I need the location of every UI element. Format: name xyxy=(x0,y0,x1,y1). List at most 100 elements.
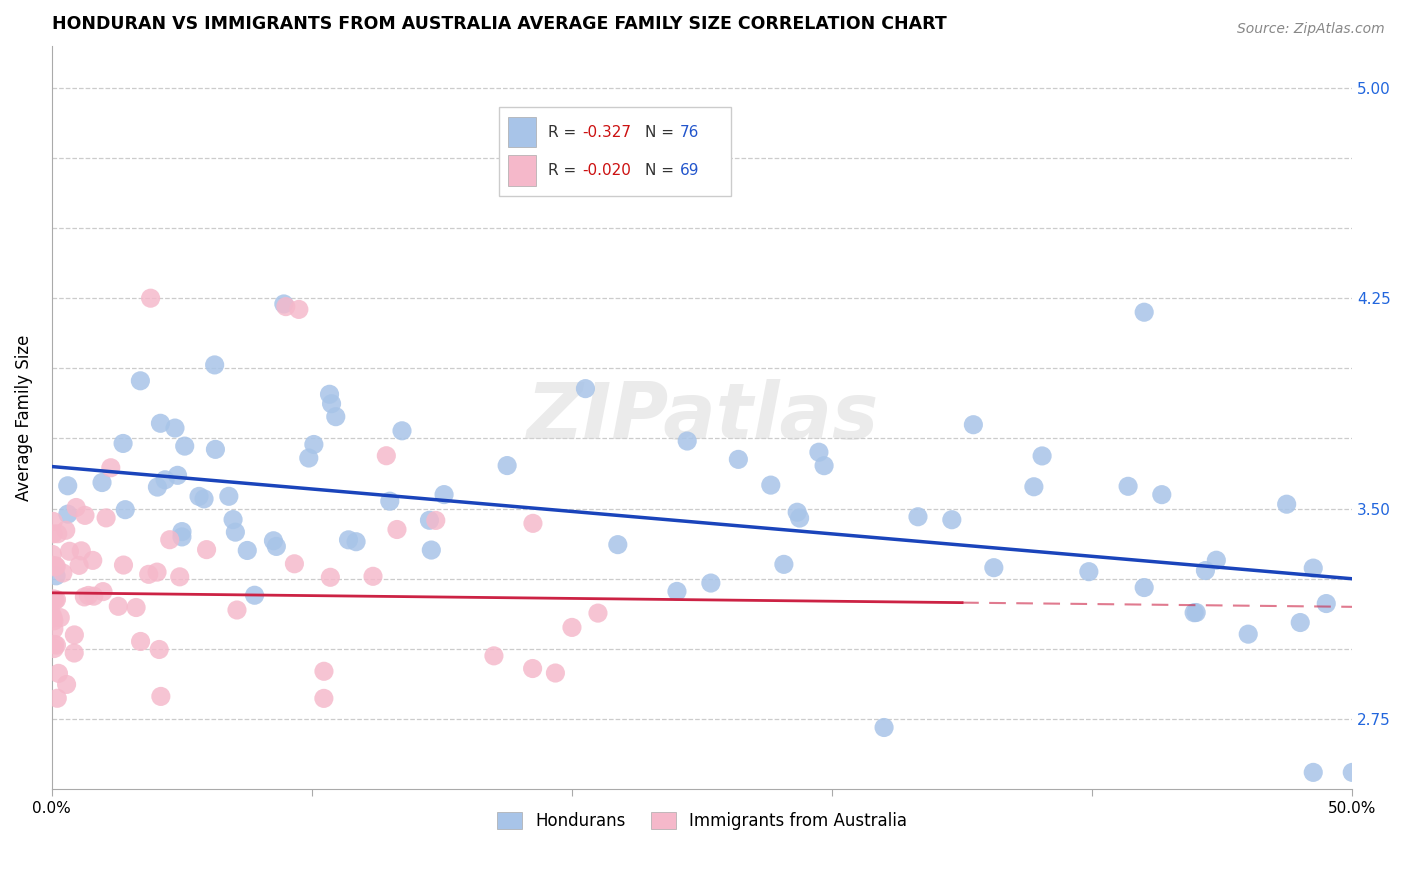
Point xyxy=(125,600,148,615)
Point xyxy=(425,513,447,527)
Point xyxy=(55,677,77,691)
Point xyxy=(73,508,96,523)
Point xyxy=(41,607,63,622)
Point xyxy=(218,489,240,503)
Point xyxy=(91,584,114,599)
Point xyxy=(70,544,93,558)
Point xyxy=(1237,627,1260,641)
Point xyxy=(983,560,1005,574)
Point xyxy=(496,458,519,473)
Point xyxy=(55,523,77,537)
Bar xyxy=(509,117,536,147)
Point xyxy=(1185,606,1208,620)
Point xyxy=(288,302,311,317)
Point xyxy=(46,691,69,706)
Point xyxy=(759,478,782,492)
Text: -0.327: -0.327 xyxy=(582,125,631,139)
Point xyxy=(1315,597,1337,611)
Point xyxy=(1133,581,1156,595)
Point xyxy=(45,638,67,652)
Point xyxy=(188,489,211,503)
Legend: Hondurans, Immigrants from Australia: Hondurans, Immigrants from Australia xyxy=(491,805,914,837)
Text: -0.020: -0.020 xyxy=(582,163,631,178)
Point xyxy=(786,505,808,519)
Point xyxy=(962,417,984,432)
Point xyxy=(107,599,129,614)
Point xyxy=(773,558,796,572)
Point xyxy=(42,515,65,529)
Point xyxy=(1150,488,1173,502)
Point xyxy=(813,458,835,473)
Point xyxy=(42,591,65,606)
Point xyxy=(67,558,90,573)
Point xyxy=(420,543,443,558)
Point xyxy=(173,439,195,453)
Point xyxy=(1289,615,1312,630)
Point xyxy=(236,543,259,558)
Point xyxy=(112,436,135,450)
Point xyxy=(146,565,169,579)
Point xyxy=(1022,480,1045,494)
Point xyxy=(1116,479,1139,493)
Point xyxy=(170,524,193,539)
Point xyxy=(58,544,80,558)
Point xyxy=(204,358,226,372)
Point xyxy=(73,590,96,604)
Text: Source: ZipAtlas.com: Source: ZipAtlas.com xyxy=(1237,22,1385,37)
Point xyxy=(344,534,367,549)
Point xyxy=(77,589,100,603)
Point xyxy=(1194,564,1216,578)
Point xyxy=(727,452,749,467)
Point xyxy=(586,606,609,620)
Point xyxy=(907,509,929,524)
Point xyxy=(44,637,66,651)
Point xyxy=(112,558,135,572)
Text: N =: N = xyxy=(645,125,679,139)
Point xyxy=(700,576,723,591)
Bar xyxy=(509,155,536,186)
Point xyxy=(52,566,75,580)
Point xyxy=(262,533,284,548)
Point xyxy=(129,634,152,648)
Point xyxy=(63,628,86,642)
Text: 76: 76 xyxy=(681,125,699,139)
Point xyxy=(45,592,67,607)
Point xyxy=(522,661,544,675)
Point xyxy=(1341,765,1364,780)
Point xyxy=(226,603,249,617)
Point xyxy=(44,558,66,573)
Point xyxy=(337,533,360,547)
Point xyxy=(873,721,896,735)
Point xyxy=(46,526,69,541)
Point xyxy=(665,584,688,599)
Point xyxy=(385,523,408,537)
Text: ZIPatlas: ZIPatlas xyxy=(526,379,879,456)
Point xyxy=(391,424,413,438)
Point xyxy=(1031,449,1053,463)
Point xyxy=(53,816,76,830)
Point xyxy=(45,559,67,574)
Point xyxy=(83,589,105,603)
Point xyxy=(153,473,176,487)
Point xyxy=(222,512,245,526)
Point xyxy=(138,567,160,582)
Point xyxy=(166,468,188,483)
Point xyxy=(149,690,172,704)
Point xyxy=(204,442,226,457)
Point xyxy=(48,666,70,681)
Point xyxy=(66,824,89,838)
Point xyxy=(129,374,152,388)
Y-axis label: Average Family Size: Average Family Size xyxy=(15,334,32,500)
Point xyxy=(298,450,321,465)
Point xyxy=(82,553,104,567)
Point xyxy=(94,511,117,525)
Point xyxy=(1133,305,1156,319)
Point xyxy=(522,159,544,173)
Text: R =: R = xyxy=(548,163,581,178)
Point xyxy=(676,434,699,448)
Point xyxy=(274,300,297,314)
Text: R =: R = xyxy=(548,125,581,139)
Point xyxy=(283,557,305,571)
Point xyxy=(148,642,170,657)
Point xyxy=(321,397,343,411)
